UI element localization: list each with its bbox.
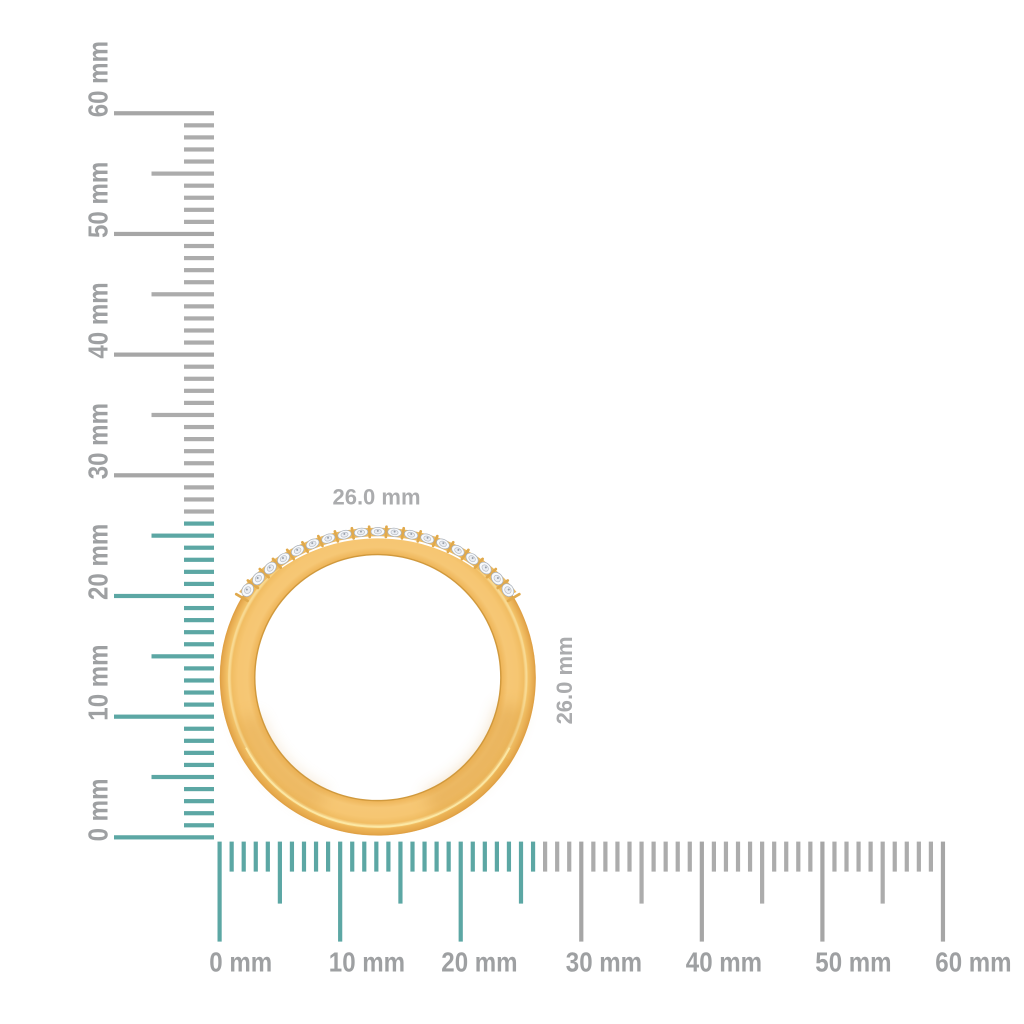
svg-text:0 mm: 0 mm [82, 778, 114, 841]
svg-text:50 mm: 50 mm [815, 946, 891, 978]
svg-text:26.0 mm: 26.0 mm [332, 485, 420, 510]
svg-text:50 mm: 50 mm [82, 162, 114, 238]
svg-text:60 mm: 60 mm [82, 41, 114, 117]
svg-text:0 mm: 0 mm [209, 946, 272, 978]
svg-text:10 mm: 10 mm [82, 644, 114, 720]
svg-text:26.0 mm: 26.0 mm [552, 636, 577, 724]
svg-text:20 mm: 20 mm [441, 946, 517, 978]
svg-text:10 mm: 10 mm [329, 946, 405, 978]
svg-text:30 mm: 30 mm [566, 946, 642, 978]
svg-text:30 mm: 30 mm [82, 403, 114, 479]
svg-text:40 mm: 40 mm [82, 282, 114, 358]
svg-text:40 mm: 40 mm [686, 946, 762, 978]
svg-text:20 mm: 20 mm [82, 524, 114, 600]
svg-text:60 mm: 60 mm [935, 946, 1011, 978]
